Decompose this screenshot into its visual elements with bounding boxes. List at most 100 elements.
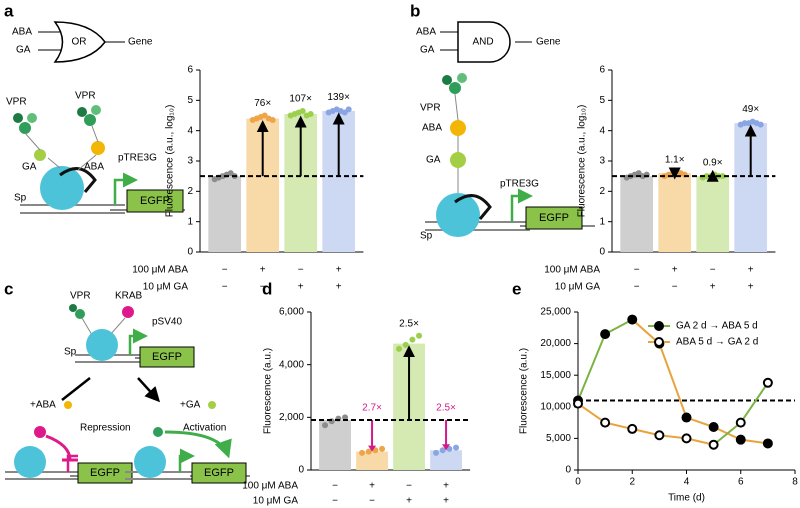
condition-mark: + xyxy=(710,282,716,293)
series-point xyxy=(681,412,692,423)
diagram-label: ABA xyxy=(422,123,442,134)
replicate-point xyxy=(439,447,446,454)
legend-label: GA 2 d → ABA 5 d xyxy=(676,321,758,332)
replicate-point xyxy=(719,173,726,180)
diagram-label: VPR xyxy=(70,291,91,302)
diagram-c: c VPR KRAB pSV40 Sp EGFP +ABA +GA Repres… xyxy=(4,279,250,484)
y-tick-label: 15,000 xyxy=(540,370,571,381)
condition-mark: − xyxy=(634,282,640,293)
fold-annotation: 76× xyxy=(254,98,271,109)
bar xyxy=(696,176,730,252)
replicate-point xyxy=(453,444,460,451)
fold-annotation: 1.1× xyxy=(665,154,685,165)
diagram-label: VPR xyxy=(420,103,441,114)
condition-mark: + xyxy=(406,496,412,507)
condition-mark: − xyxy=(369,496,375,507)
replicate-point xyxy=(307,110,314,117)
y-tick-label: 0 xyxy=(187,247,193,258)
replicate-point xyxy=(342,414,349,421)
diagram-label: pTRE3G xyxy=(118,153,157,164)
condition-mark: − xyxy=(222,265,228,276)
condition-mark: − xyxy=(222,282,228,293)
fold-annotation: 139× xyxy=(327,92,350,103)
series-segment xyxy=(577,333,607,401)
diagram-label: +ABA xyxy=(30,400,56,411)
condition-mark: + xyxy=(748,265,754,276)
series-point xyxy=(708,422,719,433)
condition-mark: + xyxy=(748,282,754,293)
gate-input: GA xyxy=(16,45,31,56)
panel-letter: c xyxy=(4,279,13,298)
y-tick-label: 0 xyxy=(599,247,605,258)
y-tick-label: 1 xyxy=(599,216,605,227)
y-tick-label: 6,000 xyxy=(279,307,304,318)
diagram-label: Sp xyxy=(14,193,27,204)
gate-output: Gene xyxy=(128,37,153,48)
condition-mark: + xyxy=(298,282,304,293)
replicate-point xyxy=(379,445,386,452)
condition-mark: − xyxy=(260,282,266,293)
replicate-point xyxy=(416,332,423,339)
replicate-point xyxy=(396,345,403,352)
y-tick-label: 3 xyxy=(187,156,193,167)
gene-box: EGFP xyxy=(90,467,120,479)
series-segment xyxy=(658,343,688,418)
fold-annotation: 107× xyxy=(289,94,312,105)
y-tick-label: 20,000 xyxy=(540,338,571,349)
replicate-point xyxy=(269,117,276,124)
fold-arrowhead xyxy=(368,445,377,452)
diagram-label: +GA xyxy=(180,400,201,411)
diagram-label: Sp xyxy=(420,231,433,242)
y-tick-label: 4 xyxy=(187,125,193,136)
condition-label: 100 μM ABA xyxy=(132,265,188,276)
y-axis-label: Fluorescence (a.u., log₁₀) xyxy=(165,105,176,218)
diagram-b: b ABA GA AND Gene VPR ABA GA Sp pTRE3G E… xyxy=(410,1,595,242)
y-axis-label: Fluorescence (a.u.) xyxy=(263,348,274,434)
fold-annotation: 49× xyxy=(742,104,759,115)
y-tick-label: 3 xyxy=(599,156,605,167)
y-tick-label: 5 xyxy=(187,95,193,106)
legend-marker xyxy=(654,337,664,347)
fold-annotation: 0.9× xyxy=(703,157,723,168)
panel-letter: b xyxy=(410,1,420,20)
fold-annotation: 2.5× xyxy=(436,403,456,414)
replicate-point xyxy=(322,422,329,429)
y-tick-label: 1 xyxy=(187,216,193,227)
condition-mark: − xyxy=(672,282,678,293)
gate-input: GA xyxy=(420,45,435,56)
condition-mark: + xyxy=(260,265,266,276)
gene-box: EGFP xyxy=(539,212,569,224)
condition-mark: − xyxy=(634,265,640,276)
series-point xyxy=(762,438,773,449)
series-point xyxy=(735,417,746,428)
y-tick-label: 25,000 xyxy=(540,307,571,318)
fold-arrowhead xyxy=(442,444,451,451)
replicate-point xyxy=(299,107,306,114)
gate-input: ABA xyxy=(12,27,32,38)
series-segment xyxy=(577,402,606,424)
y-tick-label: 2 xyxy=(599,186,605,197)
diagram-label: pSV40 xyxy=(152,317,182,328)
series-segment xyxy=(604,318,633,336)
condition-mark: + xyxy=(369,481,375,492)
x-tick-label: 0 xyxy=(575,477,581,488)
condition-mark: − xyxy=(710,265,716,276)
replicate-point xyxy=(433,449,440,456)
diagram-label: Repression xyxy=(80,423,131,434)
series-point xyxy=(735,434,746,445)
diagram-label: GA xyxy=(22,162,37,173)
diagram-label: ABA xyxy=(84,162,104,173)
replicate-point xyxy=(359,449,366,456)
series-segment xyxy=(712,421,742,446)
gate-label: OR xyxy=(72,37,87,48)
condition-label: 100 μM ABA xyxy=(242,481,298,492)
panel-letter: a xyxy=(4,1,14,20)
condition-mark: + xyxy=(672,265,678,276)
bar xyxy=(620,176,654,252)
bar xyxy=(208,176,242,252)
x-tick-label: 6 xyxy=(738,477,744,488)
fold-annotation: 2.7× xyxy=(362,403,382,414)
condition-mark: − xyxy=(406,481,412,492)
y-tick-label: 5,000 xyxy=(546,433,571,444)
